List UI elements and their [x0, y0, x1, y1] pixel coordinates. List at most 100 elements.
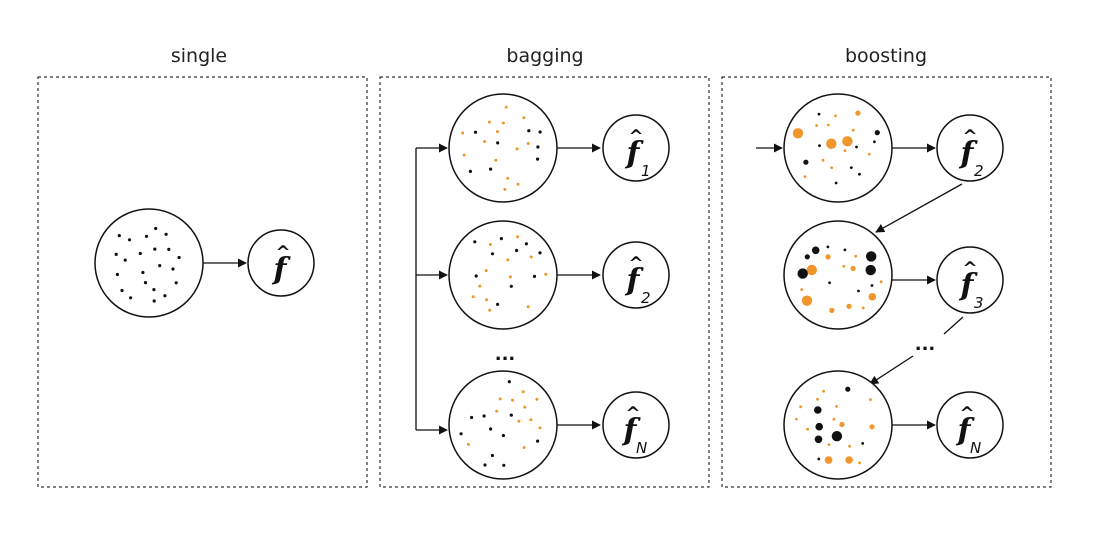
- black-point: [865, 264, 876, 276]
- orange-point: [843, 149, 847, 153]
- black-point: [527, 129, 531, 133]
- boosting-model-3: [936, 246, 1004, 314]
- black-point: [858, 172, 861, 176]
- orange-point: [795, 417, 798, 421]
- orange-point: [850, 265, 856, 272]
- orange-point: [861, 306, 865, 310]
- bagging-sample-N-points: [459, 380, 542, 467]
- orange-point: [842, 136, 853, 147]
- black-point: [536, 439, 540, 443]
- orange-point: [842, 264, 846, 268]
- black-point: [459, 432, 463, 436]
- bagging-sample-1-points: [461, 105, 542, 191]
- black-point: [489, 427, 493, 431]
- black-point: [499, 237, 503, 241]
- orange-point: [846, 303, 852, 309]
- black-point: [496, 141, 500, 145]
- boosting-sample-1-points: [792, 110, 880, 185]
- orange-point: [858, 461, 861, 465]
- orange-point: [824, 456, 833, 464]
- black-point: [490, 252, 495, 256]
- model-subscript: 2: [974, 162, 984, 180]
- orange-point: [501, 121, 505, 125]
- bagging-model-2: [602, 241, 670, 309]
- orange-point: [478, 284, 482, 288]
- black-point: [509, 413, 513, 417]
- single-model: f ^: [247, 229, 315, 297]
- black-point: [502, 463, 506, 467]
- model-subscript: 3: [974, 294, 984, 312]
- panel-box-single: [37, 76, 368, 488]
- black-point: [138, 251, 142, 256]
- orange-point: [867, 152, 871, 156]
- black-point: [509, 284, 513, 288]
- orange-point: [485, 298, 489, 302]
- orange-point: [868, 293, 877, 301]
- dataset-circle: [94, 208, 204, 318]
- model-subscript: 1: [641, 162, 651, 180]
- orange-point: [504, 105, 508, 109]
- black-point: [129, 296, 133, 300]
- orange-point: [503, 187, 507, 191]
- orange-point: [521, 390, 525, 394]
- black-point: [470, 415, 474, 420]
- model-hat: ^: [628, 253, 643, 274]
- orange-point: [851, 128, 855, 132]
- panel-box-boosting: [721, 76, 1052, 488]
- black-point: [114, 252, 118, 256]
- orange-point: [515, 147, 519, 151]
- arrow-model3-segment: [943, 316, 964, 335]
- boosting-ellipsis: ...: [915, 334, 936, 355]
- black-point: [857, 289, 860, 293]
- boosting-sample-N-points: [795, 386, 875, 465]
- black-point: [817, 457, 821, 461]
- boosting-model-2: [936, 114, 1004, 182]
- black-point: [489, 167, 493, 171]
- orange-point: [506, 258, 510, 262]
- model-hat: ^: [962, 258, 977, 279]
- black-point: [483, 463, 487, 467]
- black-point: [152, 288, 156, 292]
- black-point: [804, 254, 810, 260]
- model-hat: ^: [962, 126, 977, 147]
- orange-point: [848, 444, 851, 448]
- black-point: [501, 433, 505, 438]
- orange-point: [483, 140, 487, 143]
- orange-point: [516, 235, 519, 239]
- orange-point: [855, 110, 861, 116]
- orange-point: [801, 295, 813, 306]
- orange-point: [511, 398, 514, 402]
- orange-point: [839, 421, 845, 428]
- orange-point: [487, 120, 491, 124]
- orange-point: [488, 243, 492, 246]
- orange-point: [879, 280, 883, 284]
- black-point: [818, 144, 821, 148]
- black-point: [152, 299, 156, 303]
- black-point: [845, 386, 851, 392]
- black-point: [814, 406, 822, 414]
- black-point: [474, 274, 478, 278]
- arrow-to-sampleN: [869, 355, 914, 385]
- black-point: [515, 248, 519, 253]
- orange-point: [800, 288, 804, 291]
- black-point: [855, 145, 858, 149]
- orange-point: [821, 158, 825, 162]
- black-point: [817, 112, 821, 116]
- black-point: [849, 166, 853, 170]
- orange-point: [523, 405, 527, 409]
- orange-point: [494, 158, 498, 162]
- model-hat: ^: [625, 403, 640, 424]
- orange-point: [461, 131, 465, 135]
- black-point: [831, 431, 843, 442]
- black-point: [158, 264, 162, 268]
- arrow-model2-to-sample2: [875, 183, 963, 233]
- orange-point: [471, 295, 475, 299]
- panel-title-bagging: bagging: [506, 45, 583, 67]
- black-point: [870, 284, 874, 287]
- black-point: [797, 268, 808, 279]
- orange-point: [815, 124, 818, 127]
- black-point: [171, 267, 175, 271]
- bagging-sample-2: [448, 220, 558, 330]
- black-point: [536, 157, 540, 161]
